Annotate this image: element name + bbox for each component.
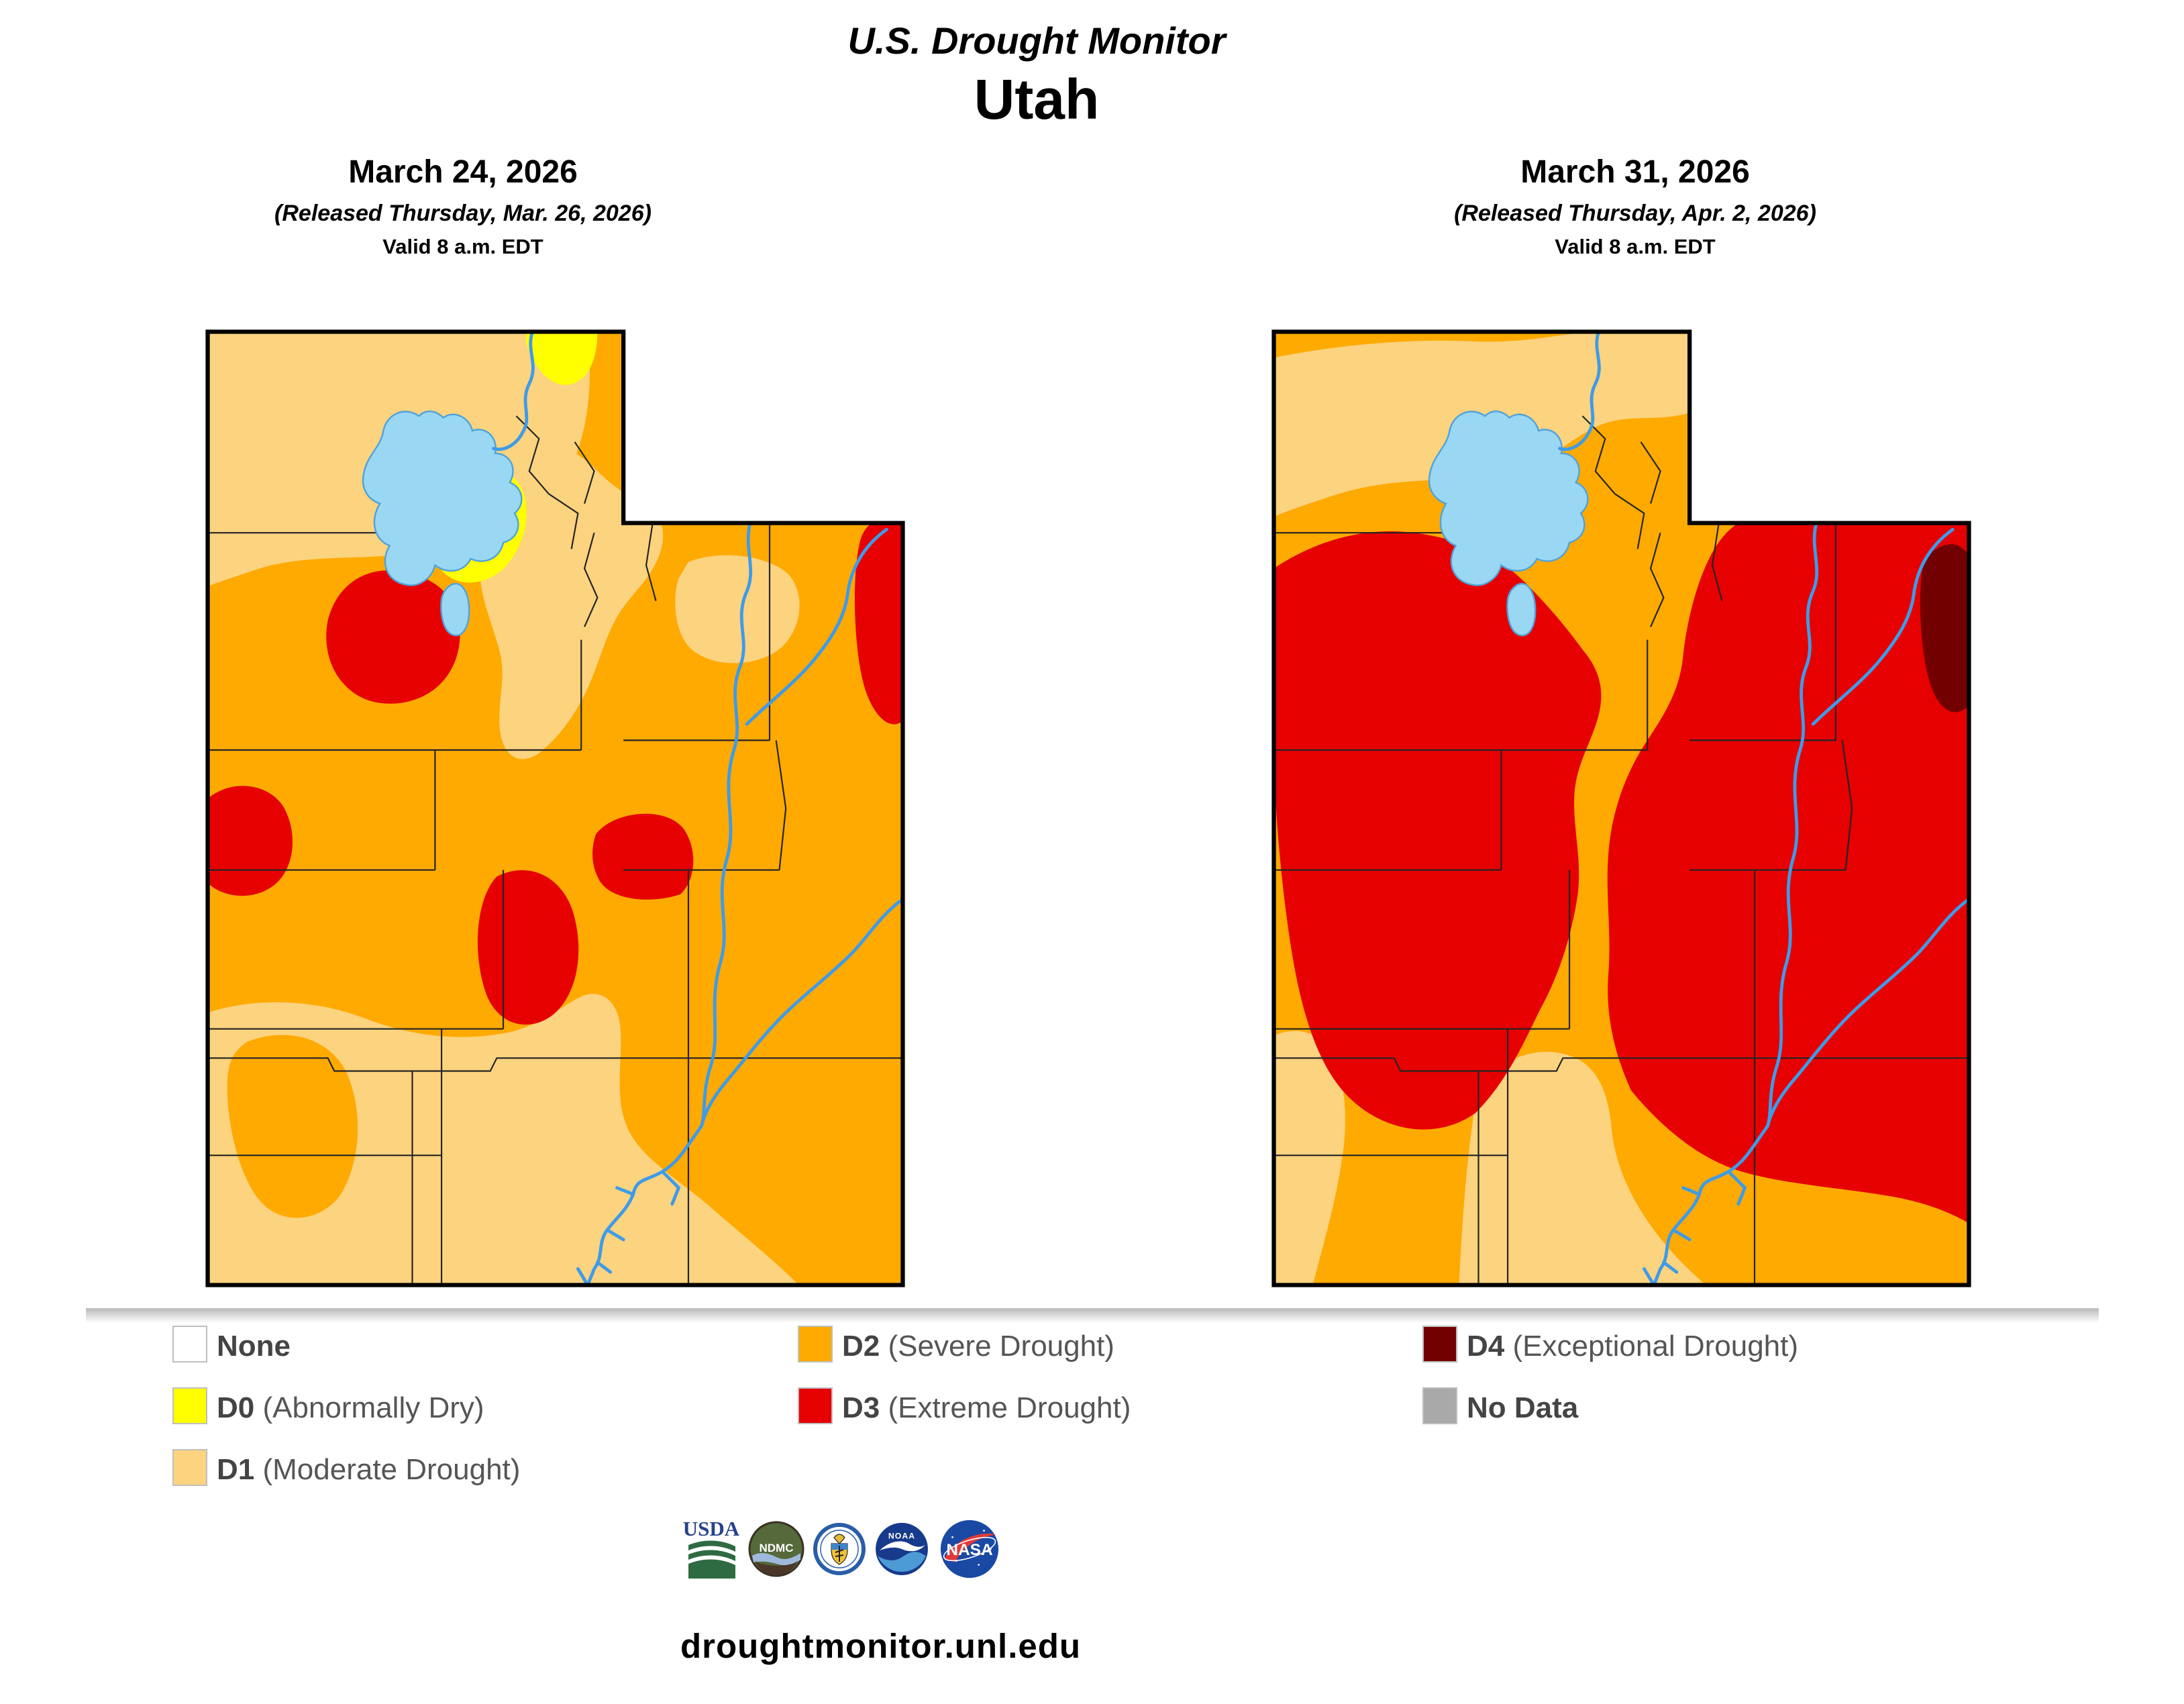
legend-column-2: D2 (Severe Drought) D3 (Extreme Drought) (798, 1326, 1131, 1424)
legend-swatch-d0 (172, 1387, 207, 1424)
noaa-ocean-icon (878, 1552, 926, 1573)
region-title: Utah (974, 68, 1100, 131)
d4-region-east-edge (1920, 544, 1969, 712)
legend-desc: (Moderate Drought) (262, 1453, 521, 1486)
noaa-gull-icon (880, 1541, 925, 1552)
ndmc-soil-icon (755, 1561, 798, 1575)
d2-pocket-southwest (227, 1034, 358, 1218)
d3-region-west-edge (207, 786, 293, 896)
commerce-seal-logo (813, 1523, 866, 1575)
legend-item-d3: D3 (Extreme Drought) (798, 1387, 1131, 1424)
map-date: March 31, 2026 (1520, 154, 1750, 190)
panel-header-march-24: March 24, 2026 (Released Thursday, Mar. … (94, 154, 832, 259)
seal-eagle-icon (833, 1534, 845, 1544)
usda-wordmark: USDA (683, 1517, 739, 1540)
d1-region-south-center (1459, 1051, 1706, 1285)
d1-region-southwest (207, 994, 799, 1285)
ndmc-logo: NDMC (748, 1521, 804, 1577)
panel-header-march-31: March 31, 2026 (Released Thursday, Apr. … (1266, 154, 2004, 259)
ndmc-river-icon (752, 1553, 800, 1565)
d3-region-east-edge (854, 523, 903, 725)
usda-field-icon (688, 1540, 735, 1579)
legend-item-d2: D2 (Severe Drought) (798, 1326, 1131, 1363)
legend-code: D2 (842, 1330, 880, 1363)
legend-swatch-d2 (798, 1326, 833, 1363)
site-url: droughtmonitor.unl.edu (680, 1627, 1082, 1665)
legend-desc: (Extreme Drought) (888, 1391, 1131, 1424)
nasa-logo: NASA (940, 1520, 999, 1579)
nasa-wordmark: NASA (946, 1541, 993, 1559)
map-valid-note: Valid 8 a.m. EDT (1555, 235, 1716, 258)
d0-region-north (525, 331, 598, 385)
legend-code: D1 (217, 1453, 255, 1486)
d1-region-uinta-basin (675, 555, 800, 663)
legend-item-d0: D0 (Abnormally Dry) (172, 1387, 520, 1424)
legend-item-d1: D1 (Moderate Drought) (172, 1449, 520, 1486)
usda-logo: USDA (683, 1517, 739, 1579)
legend-desc: (Exceptional Drought) (1512, 1330, 1799, 1363)
legend-code: D4 (1467, 1330, 1505, 1363)
map-release-note: (Released Thursday, Apr. 2, 2026) (1454, 201, 1816, 226)
legend-item-none: None (172, 1326, 520, 1363)
legend-swatch-none (172, 1326, 207, 1363)
agency-logos: USDA NDMC NOAA NASA (683, 1515, 1001, 1583)
d3-region-central-east (592, 813, 694, 900)
drought-map-march-31 (1264, 322, 1979, 1295)
nasa-orbit-icon (943, 1536, 996, 1562)
legend-swatch-d4 (1422, 1326, 1457, 1363)
d3-region-central (477, 870, 579, 1025)
map-valid-note: Valid 8 a.m. EDT (382, 235, 543, 258)
legend-code: D3 (842, 1391, 880, 1424)
legend-column-3: D4 (Exceptional Drought) No Data (1422, 1326, 1798, 1424)
map-date: March 24, 2026 (348, 154, 578, 190)
page-title: U.S. Drought Monitor (847, 19, 1226, 62)
map-release-note: (Released Thursday, Mar. 26, 2026) (274, 201, 652, 226)
legend-code: D0 (217, 1391, 255, 1424)
drought-map-march-24 (198, 322, 913, 1295)
legend-swatch-d3 (798, 1387, 833, 1424)
legend-code: None (217, 1330, 291, 1363)
legend-code: No Data (1467, 1391, 1579, 1424)
noaa-logo: NOAA (876, 1523, 928, 1575)
title-block: U.S. Drought Monitor Utah (0, 19, 2073, 131)
legend-item-d4: D4 (Exceptional Drought) (1422, 1326, 1798, 1363)
nasa-swoosh-icon (944, 1533, 996, 1562)
legend-swatch-nodata (1422, 1387, 1457, 1424)
seal-tree-icon (835, 1546, 844, 1562)
legend-column-1: None D0 (Abnormally Dry) D1 (Moderate Dr… (172, 1326, 520, 1486)
d3-region-northwest (326, 570, 460, 704)
legend-desc: (Severe Drought) (888, 1330, 1114, 1363)
noaa-wordmark: NOAA (888, 1532, 915, 1541)
legend-desc: (Abnormally Dry) (262, 1391, 484, 1424)
ndmc-wordmark: NDMC (760, 1542, 794, 1554)
legend-item-nodata: No Data (1422, 1387, 1798, 1424)
d1-region-west-edge-south (1273, 1030, 1345, 1285)
d3-region-west (1273, 531, 1602, 1130)
legend-divider (86, 1308, 2099, 1323)
legend-swatch-d1 (172, 1449, 207, 1486)
